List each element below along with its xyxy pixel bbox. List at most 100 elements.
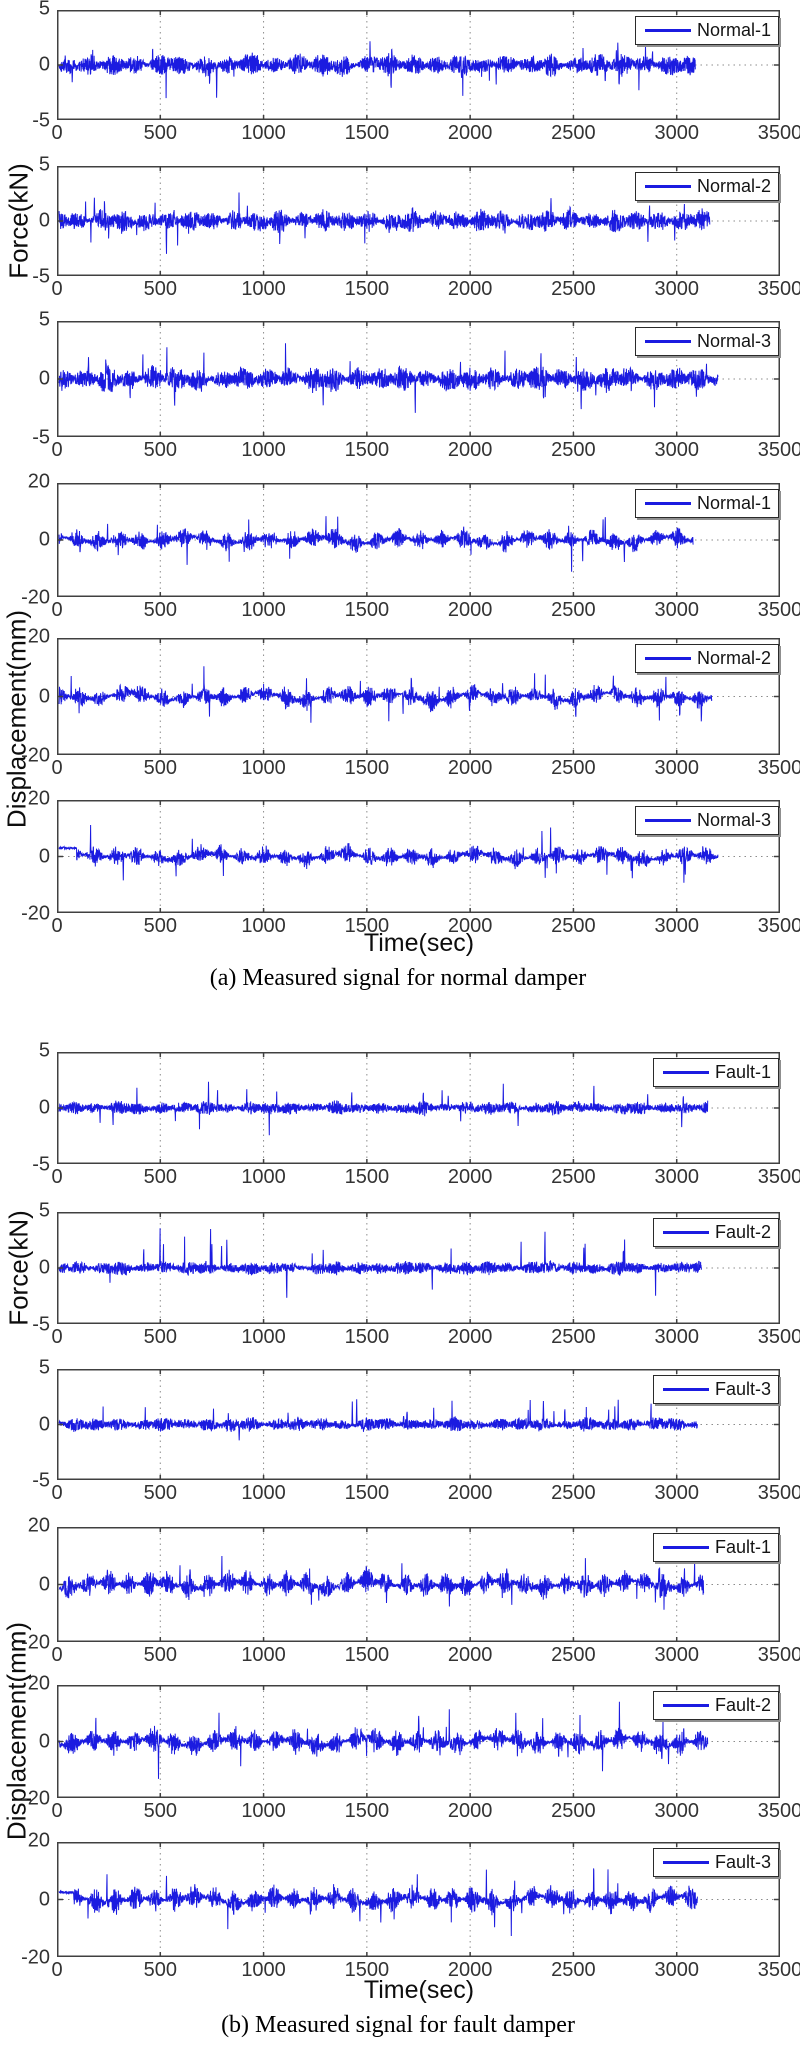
x-tick-label: 0 xyxy=(51,1959,63,1981)
caption-a: (a) Measured signal for normal damper xyxy=(209,965,587,991)
y-tick-label-bottom: -5 xyxy=(32,1153,50,1176)
x-tick-label: 3500 xyxy=(757,599,800,621)
x-tick-label: 0 xyxy=(51,122,63,144)
x-tick-label: 3000 xyxy=(654,1644,699,1666)
signal-plot xyxy=(57,10,780,120)
signal-plot xyxy=(57,1369,780,1480)
y-tick-label-bottom: -20 xyxy=(21,1946,50,1969)
subplot-normal-displacement-normal-1: Normal-1 20 0 -20 0 500 1000 1500 2000 2500 30… xyxy=(0,470,800,621)
x-tick-label: 1000 xyxy=(241,1166,286,1188)
subplot-normal-displacement-normal-2: Normal-2 20 0 -20 0 500 1000 1500 2000 2500 30… xyxy=(0,625,800,779)
legend-line-sample xyxy=(644,501,691,505)
y-tick-label-top: 20 xyxy=(27,625,50,648)
legend-line-sample xyxy=(662,1070,709,1074)
x-tick-label: 1500 xyxy=(344,1482,390,1504)
x-tick-label: 2500 xyxy=(551,599,596,621)
x-tick-label: 0 xyxy=(51,1326,63,1348)
x-tick-label: 1000 xyxy=(241,915,286,937)
subplot-fault-displacement-fault-2: Fault-2 20 0 -20 0 500 1000 1500 2000 2500 300… xyxy=(0,1672,800,1822)
signal-plot xyxy=(57,321,780,437)
caption-b: (b) Measured signal for fault damper xyxy=(221,2012,575,2038)
x-tick-label: 3000 xyxy=(654,1800,699,1822)
x-tick-label: 1500 xyxy=(344,1326,390,1348)
x-tick-label: 1500 xyxy=(344,122,390,144)
x-tick-label: 2000 xyxy=(447,1482,493,1504)
x-tick-label: 2500 xyxy=(551,757,596,779)
signal-plot xyxy=(57,166,780,276)
x-tick-label: 3000 xyxy=(654,757,699,779)
legend-box: Normal-1 xyxy=(634,489,779,518)
x-tick-label: 3500 xyxy=(757,1959,800,1981)
x-tick-label: 2000 xyxy=(447,915,493,937)
legend-line-sample xyxy=(644,818,691,822)
x-tick-label: 3000 xyxy=(654,1482,699,1504)
y-tick-label-bottom: -5 xyxy=(32,1469,50,1492)
x-tick-label: 1500 xyxy=(344,915,390,937)
x-tick-label: 500 xyxy=(143,599,177,621)
signal-plot xyxy=(57,1685,780,1798)
x-tick-label: 2000 xyxy=(447,122,493,144)
x-tick-label: 2000 xyxy=(447,1326,493,1348)
signal-plot xyxy=(57,638,780,755)
signal-plot xyxy=(57,1527,780,1642)
y-tick-label-top: 20 xyxy=(27,1514,50,1537)
x-tick-label: 500 xyxy=(143,757,177,779)
subplot-fault-displacement-fault-3: Fault-3 20 0 -20 0 500 1000 1500 2000 2500 300… xyxy=(0,1829,800,1981)
signal-plot xyxy=(57,800,780,913)
y-tick-label-bottom: -20 xyxy=(21,586,50,609)
legend-box: Fault-2 xyxy=(652,1218,779,1247)
x-tick-label: 2000 xyxy=(447,599,493,621)
legend-box: Fault-1 xyxy=(652,1058,779,1087)
x-tick-label: 0 xyxy=(51,599,63,621)
x-tick-label: 2000 xyxy=(447,1644,493,1666)
x-tick-label: 3000 xyxy=(654,915,699,937)
legend-box: Fault-3 xyxy=(652,1375,779,1404)
legend-label: Fault-2 xyxy=(714,1695,771,1715)
y-tick-label-top: 20 xyxy=(27,1672,50,1695)
legend-label: Fault-2 xyxy=(714,1222,771,1242)
y-tick-label-bottom: -5 xyxy=(32,1313,50,1336)
x-tick-label: 1000 xyxy=(241,278,286,300)
x-tick-label: 1000 xyxy=(241,1326,286,1348)
legend-box: Normal-2 xyxy=(634,172,779,201)
x-tick-label: 500 xyxy=(143,122,177,144)
y-tick-label-top: 5 xyxy=(38,153,50,176)
x-tick-label: 2500 xyxy=(551,1482,596,1504)
x-tick-label: 1500 xyxy=(344,599,390,621)
y-tick-label-top: 20 xyxy=(27,787,50,810)
x-tick-label: 1000 xyxy=(241,1800,286,1822)
legend-box: Normal-3 xyxy=(634,327,779,356)
x-tick-label: 1500 xyxy=(344,1800,390,1822)
y-tick-label-bottom: -5 xyxy=(32,265,50,288)
legend-line-sample xyxy=(644,656,691,660)
x-tick-label: 2500 xyxy=(551,1800,596,1822)
legend-label: Fault-1 xyxy=(714,1062,771,1082)
subplot-fault-force-fault-2: Fault-2 5 0 -5 0 500 1000 1500 2000 2500 3000 3… xyxy=(0,1199,800,1348)
subplot-fault-force-fault-3: Fault-3 5 0 -5 0 500 1000 1500 2000 2500 3000 3… xyxy=(0,1356,800,1504)
x-tick-label: 2500 xyxy=(551,1644,596,1666)
x-tick-label: 3500 xyxy=(757,1800,800,1822)
legend-box: Fault-3 xyxy=(652,1848,779,1877)
legend-line-sample xyxy=(662,1860,709,1864)
legend-label: Fault-3 xyxy=(714,1379,771,1399)
x-tick-label: 1000 xyxy=(241,757,286,779)
x-tick-label: 500 xyxy=(143,1166,177,1188)
x-tick-label: 1000 xyxy=(241,439,286,461)
subplot-normal-force-normal-1: Normal-1 5 0 -5 0 500 1000 1500 2000 2500 3000… xyxy=(0,0,800,144)
x-tick-label: 1500 xyxy=(344,757,390,779)
legend-line-sample xyxy=(662,1545,709,1549)
signal-plot xyxy=(57,1052,780,1164)
x-tick-label: 1500 xyxy=(344,1166,390,1188)
signal-plot xyxy=(57,483,780,597)
y-tick-label-zero: 0 xyxy=(38,1730,50,1752)
legend-box: Normal-3 xyxy=(634,806,779,835)
y-tick-label-bottom: -20 xyxy=(21,744,50,767)
x-tick-label: 3000 xyxy=(654,278,699,300)
y-tick-label-bottom: -20 xyxy=(21,1631,50,1654)
signal-plot xyxy=(57,1212,780,1324)
x-tick-label: 3000 xyxy=(654,1959,699,1981)
y-tick-label-zero: 0 xyxy=(38,209,50,232)
x-tick-label: 0 xyxy=(51,1644,63,1666)
x-tick-label: 2500 xyxy=(551,122,596,144)
y-tick-label-zero: 0 xyxy=(38,1096,50,1119)
